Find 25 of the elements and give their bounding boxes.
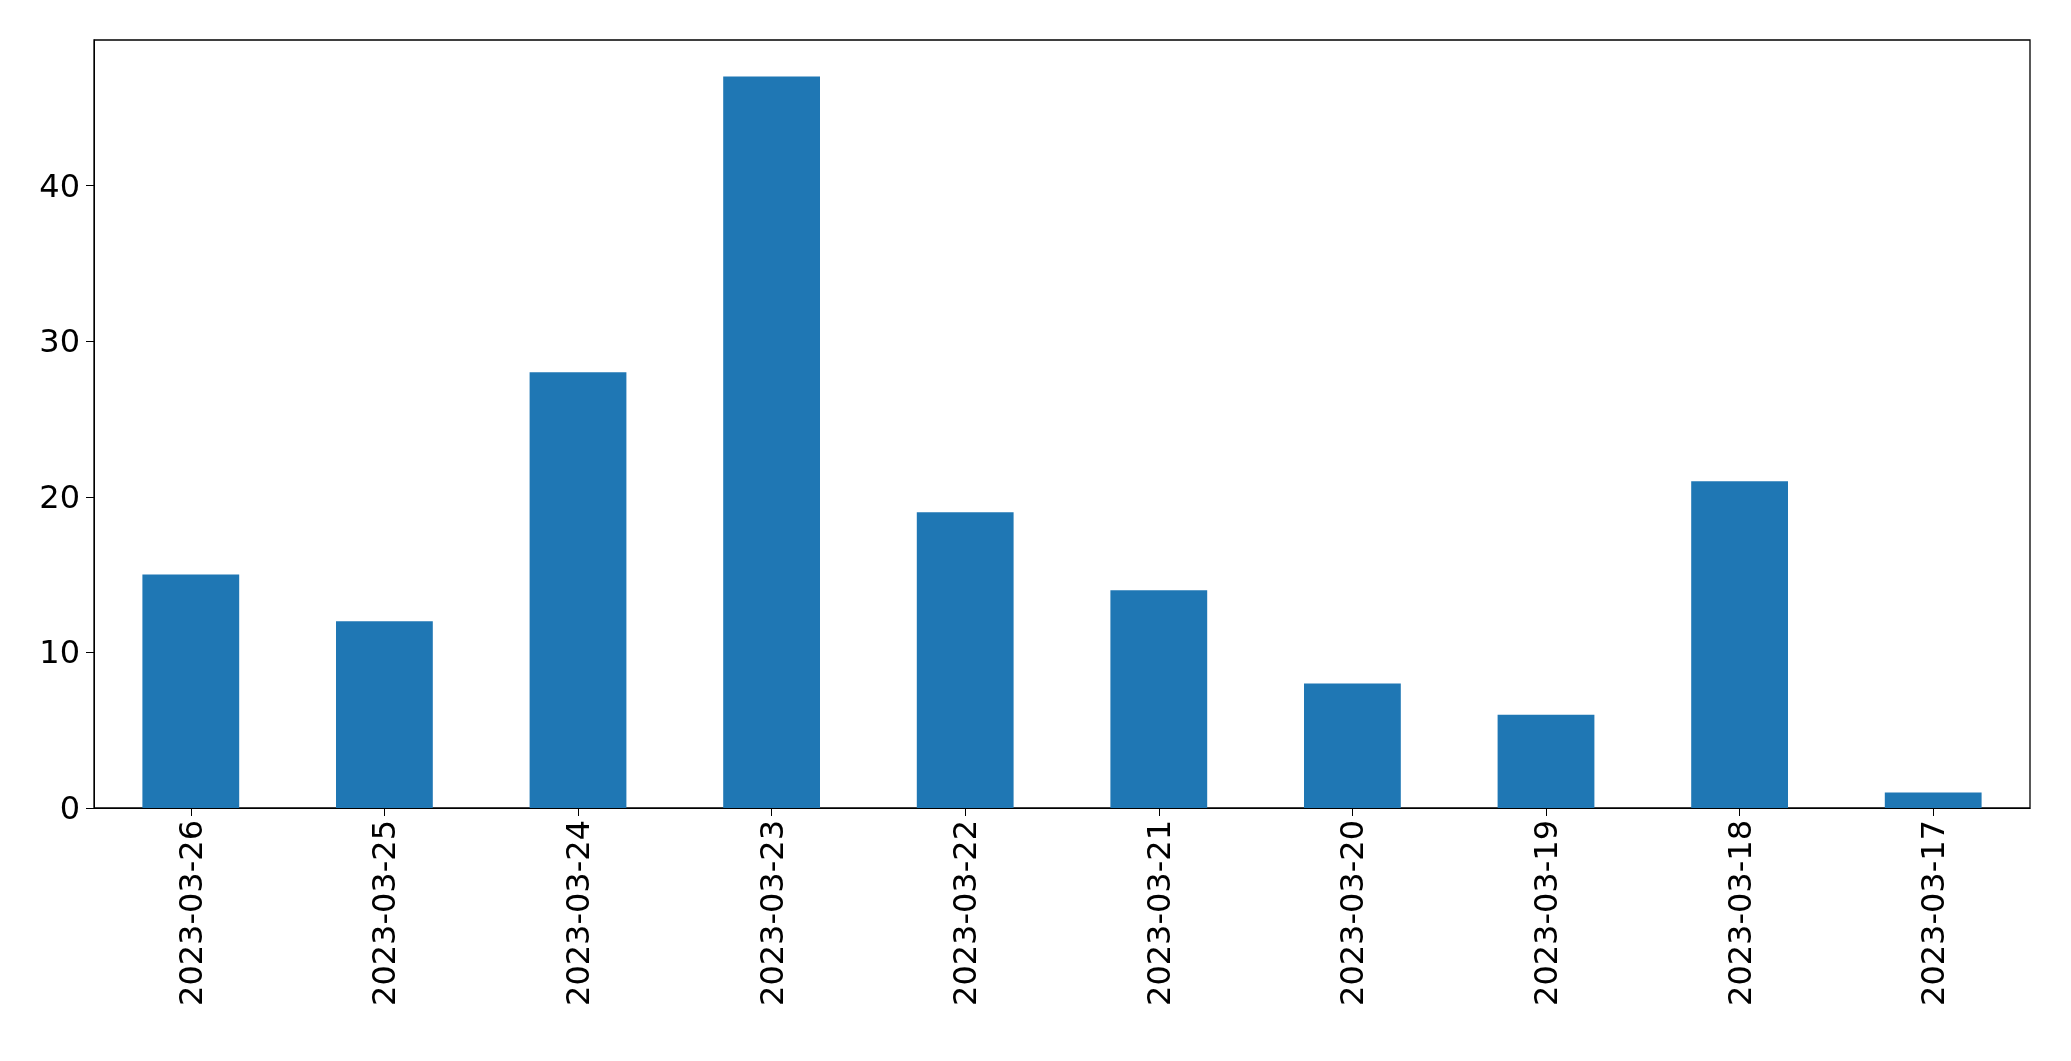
y-tick-label: 30 [39,322,80,361]
x-tick-label: 2023-03-19 [1527,820,1565,1006]
bar [142,574,240,808]
x-tick-label: 2023-03-22 [946,820,985,1006]
x-tick-label: 2023-03-25 [365,820,404,1006]
bar [1304,683,1401,808]
y-tick-label: 10 [39,633,80,672]
y-tick-label: 0 [59,789,80,827]
x-tick-label: 2023-03-23 [752,820,791,1006]
bar [916,512,1014,808]
bar [1884,792,1982,808]
bar [1691,481,1788,808]
x-tick-label: 2023-03-20 [1333,820,1372,1006]
x-tick-label: 2023-03-18 [1720,820,1759,1006]
bar [1497,714,1595,808]
bar [723,76,820,808]
y-tick-label: 40 [39,166,80,205]
bar [529,372,627,808]
x-tick-label: 2023-03-24 [559,820,597,1006]
x-tick-label: 2023-03-17 [1914,820,1953,1006]
bar [336,621,433,808]
x-tick-label: 2023-03-26 [171,820,210,1006]
y-tick-label: 20 [39,477,80,516]
x-tick-label: 2023-03-21 [1139,820,1178,1006]
bar [1110,590,1208,808]
